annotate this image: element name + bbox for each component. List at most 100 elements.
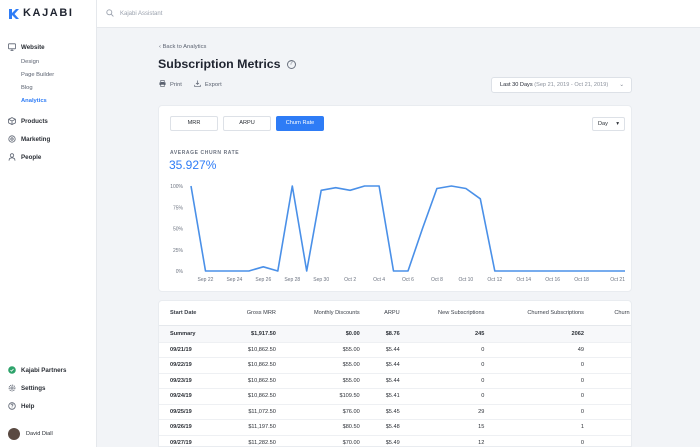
period-value: Day <box>598 121 608 127</box>
y-tick-label: 100% <box>170 184 183 190</box>
table-cell: $80.50 <box>281 419 366 436</box>
table-cell: $5.49 <box>365 435 406 446</box>
main-nav: Website Design Page Builder Blog Analyti… <box>0 38 97 166</box>
table-cell: $55.00 <box>281 342 366 358</box>
gear-icon <box>8 384 16 392</box>
column-header[interactable]: New Subscriptions <box>405 301 491 326</box>
table-cell: 10 <box>589 342 631 358</box>
sidebar-item-people[interactable]: People <box>0 148 97 166</box>
table-body: Summary $1,917.50 $0.00 $8.76 245 2062 09/21/1… <box>159 325 631 446</box>
table-cell: 09/26/19 <box>159 419 223 436</box>
sidebar-subitem-page-builder[interactable]: Page Builder <box>21 72 55 78</box>
assistant-search[interactable]: Kajabi Assistant <box>106 9 162 19</box>
page-title: Subscription Metrics ? <box>158 57 296 71</box>
table-cell: 29 <box>405 404 491 420</box>
table-cell: 0 <box>589 435 631 446</box>
x-tick-label: Oct 6 <box>402 277 414 283</box>
table-cell: 1 <box>490 419 590 436</box>
user-name: David Diall <box>26 431 53 437</box>
x-tick-label: Oct 16 <box>545 277 560 283</box>
column-header[interactable]: Gross MRR <box>222 301 282 326</box>
table-cell <box>589 325 631 343</box>
sidebar-bottom: Kajabi Partners Settings Help <box>0 361 97 415</box>
print-button[interactable]: Print <box>159 80 182 89</box>
column-header[interactable]: Start Date <box>159 301 223 326</box>
table-cell: $8.76 <box>365 325 406 343</box>
sidebar-item-label: Settings <box>21 384 46 392</box>
sidebar-item-label: Kajabi Partners <box>21 366 67 374</box>
table-cell: $55.00 <box>281 373 366 389</box>
column-header[interactable]: Monthly Discounts <box>281 301 366 326</box>
date-range-label: Last 30 Days <box>500 82 533 88</box>
y-tick-label: 25% <box>173 248 184 254</box>
table-cell: $109.50 <box>281 388 366 405</box>
sidebar-item-products[interactable]: Products <box>0 112 97 130</box>
print-label: Print <box>170 81 182 88</box>
x-tick-label: Oct 12 <box>487 277 502 283</box>
sidebar-item-kajabi-partners[interactable]: Kajabi Partners <box>0 361 97 379</box>
table-cell: 09/22/19 <box>159 357 223 374</box>
tab-mrr[interactable]: MRR <box>170 116 218 131</box>
table-cell: 0 <box>405 373 491 389</box>
table-cell: $55.00 <box>281 357 366 374</box>
tab-churn-rate[interactable]: Churn Rate <box>276 116 324 131</box>
x-tick-label: Sep 28 <box>284 277 300 283</box>
column-header[interactable]: Churned Subscriptions <box>490 301 590 326</box>
y-tick-label: 75% <box>173 205 184 211</box>
sidebar-item-settings[interactable]: Settings <box>0 379 97 397</box>
x-tick-label: Oct 21 <box>610 277 625 283</box>
table-cell: 0 <box>490 357 590 374</box>
chevron-down-icon: ▾ <box>616 121 619 127</box>
table-cell: 0 <box>405 388 491 405</box>
table-cell: $5.44 <box>365 373 406 389</box>
partners-icon <box>8 366 16 374</box>
table-cell: 0 <box>490 404 590 420</box>
x-tick-label: Sep 24 <box>226 277 242 283</box>
column-header[interactable]: Churn Rate <box>589 301 631 326</box>
avatar <box>8 428 20 440</box>
table-cell: $76.00 <box>281 404 366 420</box>
table-cell: 0 <box>589 388 631 405</box>
kajabi-logo[interactable]: KAJABI <box>8 7 74 19</box>
column-header[interactable]: ARPU <box>365 301 406 326</box>
table-header-row: Start Date Gross MRR Monthly Discounts ARPU… <box>159 301 631 326</box>
sidebar-subitem-design[interactable]: Design <box>21 59 40 65</box>
sidebar-subitem-analytics[interactable]: Analytics <box>21 98 47 104</box>
date-range-value: (Sep 21, 2019 - Oct 21, 2019) <box>534 82 609 88</box>
sidebar-item-help[interactable]: Help <box>0 397 97 415</box>
person-icon <box>8 153 16 161</box>
period-select[interactable]: Day ▾ <box>592 117 625 131</box>
date-range-select[interactable]: Last 30 Days (Sep 21, 2019 - Oct 21, 201… <box>491 77 632 93</box>
chart-card: MRR ARPU Churn Rate Day ▾ AVERAGE CHURN … <box>158 105 632 292</box>
table-row: 09/27/19$11,282.50$70.00$5.491200 <box>159 435 631 446</box>
table-cell: $10,862.50 <box>222 388 282 405</box>
sidebar-item-label: People <box>21 153 42 161</box>
export-label: Export <box>204 81 222 88</box>
table-cell: $5.48 <box>365 419 406 436</box>
export-button[interactable]: Export <box>194 80 222 89</box>
table-cell: $5.44 <box>365 357 406 374</box>
table-row: 09/26/19$11,197.50$80.50$5.481516.2 <box>159 419 631 436</box>
table-cell: $5.41 <box>365 388 406 405</box>
table-cell: 0 <box>405 342 491 358</box>
sidebar-item-marketing[interactable]: Marketing <box>0 130 97 148</box>
tab-arpu[interactable]: ARPU <box>223 116 271 131</box>
sidebar: KAJABI Website Design Page Builder Blog … <box>0 0 97 447</box>
metric-tabs: MRR ARPU Churn Rate <box>170 116 324 131</box>
table-cell: 0 <box>589 404 631 420</box>
search-input[interactable]: Kajabi Assistant <box>120 11 163 17</box>
metrics-table: Start Date Gross MRR Monthly Discounts ARPU… <box>159 301 631 446</box>
table-cell: 12 <box>405 435 491 446</box>
user-profile[interactable]: David Diall <box>8 428 53 440</box>
sidebar-item-website[interactable]: Website <box>0 38 97 56</box>
x-tick-label: Oct 18 <box>574 277 589 283</box>
sidebar-subitem-blog[interactable]: Blog <box>21 85 33 91</box>
table-cell: 245 <box>405 325 491 343</box>
x-tick-label: Sep 26 <box>255 277 271 283</box>
help-icon[interactable]: ? <box>286 59 296 69</box>
back-to-analytics-link[interactable]: ‹ Back to Analytics <box>159 44 206 50</box>
printer-icon <box>159 80 166 89</box>
